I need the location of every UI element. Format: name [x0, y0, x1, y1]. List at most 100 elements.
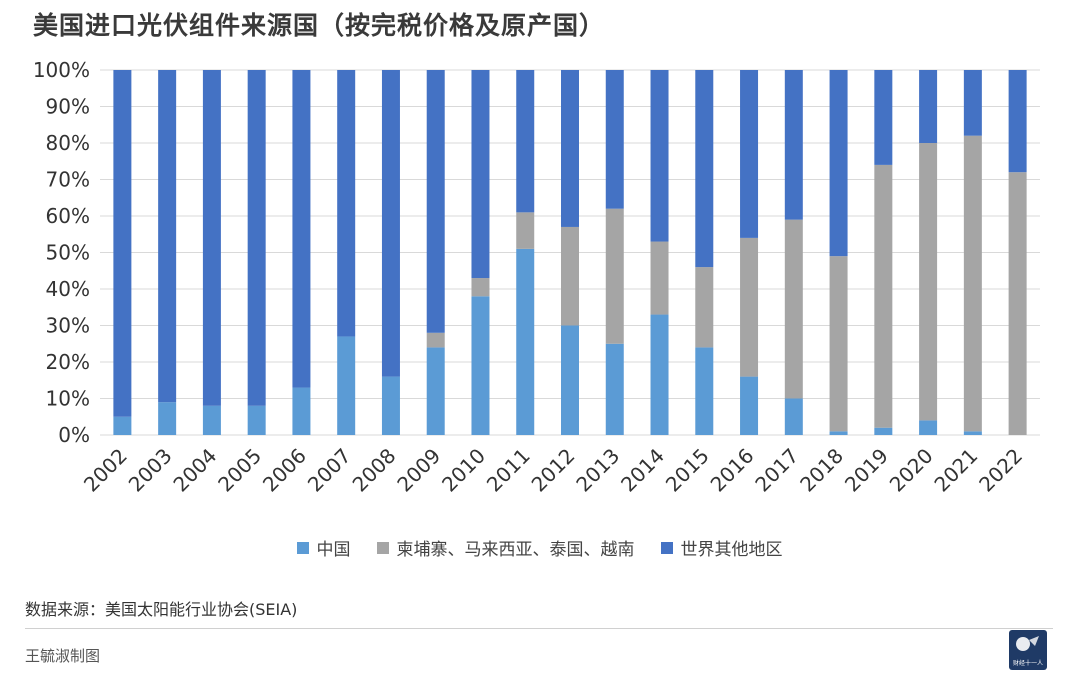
author-credit: 王毓淑制图	[25, 647, 101, 665]
legend-label-southeast-asia: 柬埔寨、马来西亚、泰国、越南	[396, 540, 635, 560]
bar-segment-china	[919, 420, 938, 435]
logo-emblem-icon	[1016, 636, 1039, 651]
bar-segment-rest-of-world	[561, 70, 579, 227]
bar-segment-china	[605, 343, 624, 435]
bar-segment-rest-of-world	[695, 70, 714, 268]
x-tick-label: 2008	[348, 444, 401, 497]
bar-segment-southeast-asia	[426, 332, 445, 348]
data-source-note: 数据来源：美国太阳能行业协会(SEIA)	[25, 600, 298, 619]
bar-segment-rest-of-world	[605, 70, 624, 209]
x-tick-label: 2011	[482, 444, 535, 497]
bar-segment-china	[650, 314, 669, 435]
bar-segment-rest-of-world	[829, 70, 848, 257]
bar-segment-rest-of-world	[874, 70, 893, 165]
bar-segment-china	[874, 427, 893, 435]
bar-segment-china	[829, 431, 848, 435]
bar-segment-rest-of-world	[471, 70, 490, 279]
x-tick-label: 2022	[974, 444, 1027, 497]
publisher-logo: 财经十一人	[1009, 630, 1047, 670]
bar-segment-rest-of-world	[784, 70, 803, 220]
bar-segment-rest-of-world	[381, 70, 400, 377]
legend-label-china: 中国	[316, 540, 351, 560]
bar-segment-china	[784, 398, 803, 435]
bar-segment-china	[247, 405, 266, 435]
x-tick-label: 2019	[840, 444, 893, 497]
bar-segment-rest-of-world	[337, 70, 356, 337]
bar-segment-southeast-asia	[1008, 172, 1027, 435]
y-tick-label: 30%	[46, 314, 90, 338]
bar-segment-china	[963, 431, 982, 435]
x-tick-label: 2006	[258, 444, 311, 497]
y-tick-label: 20%	[46, 350, 90, 374]
y-tick-label: 70%	[46, 168, 90, 192]
x-tick-label: 2003	[124, 444, 177, 497]
x-tick-label: 2005	[213, 444, 266, 497]
stacked-bar-chart: 0%10%20%30%40%50%60%70%80%90%100%2002200…	[33, 58, 1040, 497]
bar-segment-southeast-asia	[471, 278, 490, 297]
bar-segment-china	[516, 248, 535, 435]
bar-segment-southeast-asia	[695, 267, 714, 348]
chart-title: 美国进口光伏组件来源国（按完税价格及原产国）	[33, 11, 606, 40]
footer-divider	[25, 628, 1053, 629]
bar-segment-rest-of-world	[292, 70, 311, 388]
bar-segment-china	[113, 416, 132, 435]
x-tick-label: 2014	[616, 444, 669, 497]
bar-segment-southeast-asia	[784, 219, 803, 399]
bar-segment-rest-of-world	[202, 70, 221, 406]
bar-segment-southeast-asia	[650, 241, 669, 315]
bar-segment-china	[471, 296, 490, 435]
bar-segment-southeast-asia	[740, 237, 759, 377]
x-tick-label: 2020	[885, 444, 938, 497]
x-tick-label: 2010	[437, 444, 490, 497]
bar-segment-china	[337, 336, 356, 435]
bar-segment-rest-of-world	[919, 70, 938, 143]
x-tick-label: 2015	[661, 444, 714, 497]
bar-segment-rest-of-world	[247, 70, 266, 406]
bar-segment-southeast-asia	[874, 164, 893, 428]
y-tick-label: 90%	[46, 95, 90, 119]
bar-segment-rest-of-world	[158, 70, 177, 403]
bar-segment-rest-of-world	[113, 70, 132, 417]
bar-segment-china	[426, 347, 445, 435]
bar-segment-rest-of-world	[1008, 70, 1027, 173]
y-tick-label: 80%	[46, 131, 90, 155]
legend-swatch-southeast-asia	[376, 541, 389, 554]
bar-segment-southeast-asia	[919, 143, 938, 421]
y-tick-label: 100%	[33, 58, 90, 82]
x-tick-label: 2009	[392, 444, 445, 497]
bar-segment-rest-of-world	[516, 70, 535, 213]
x-tick-label: 2007	[303, 444, 356, 497]
y-tick-label: 50%	[46, 241, 90, 265]
y-tick-label: 60%	[46, 204, 90, 228]
x-tick-label: 2002	[79, 444, 132, 497]
y-tick-label: 40%	[46, 277, 90, 301]
bar-segment-rest-of-world	[650, 70, 669, 242]
bar-segment-southeast-asia	[963, 135, 982, 432]
bar-segment-southeast-asia	[516, 212, 535, 249]
legend-swatch-rest-of-world	[660, 541, 673, 554]
legend-item-china: 中国	[296, 535, 351, 560]
bar-segment-rest-of-world	[963, 70, 982, 136]
legend-label-rest-of-world: 世界其他地区	[680, 540, 783, 560]
x-tick-label: 2012	[527, 444, 580, 497]
bar-segment-southeast-asia	[829, 256, 848, 432]
x-tick-label: 2021	[929, 444, 982, 497]
bar-segment-southeast-asia	[605, 208, 624, 344]
bar-segment-china	[158, 402, 177, 435]
legend-item-rest-of-world: 世界其他地区	[660, 535, 783, 560]
y-tick-label: 0%	[58, 423, 90, 447]
x-tick-label: 2013	[571, 444, 624, 497]
bar-segment-china	[740, 376, 759, 435]
x-tick-label: 2016	[706, 444, 759, 497]
bar-segment-china	[561, 325, 579, 435]
y-tick-label: 10%	[46, 387, 90, 411]
bar-segment-rest-of-world	[740, 70, 759, 238]
legend-swatch-china	[296, 541, 309, 554]
x-tick-label: 2004	[168, 444, 221, 497]
logo-text: 财经十一人	[1012, 660, 1043, 667]
bar-segment-china	[695, 347, 714, 435]
bar-segment-southeast-asia	[561, 226, 579, 326]
legend-item-southeast-asia: 柬埔寨、马来西亚、泰国、越南	[376, 535, 635, 560]
bar-segment-china	[202, 405, 221, 435]
bar-segment-rest-of-world	[426, 70, 445, 333]
